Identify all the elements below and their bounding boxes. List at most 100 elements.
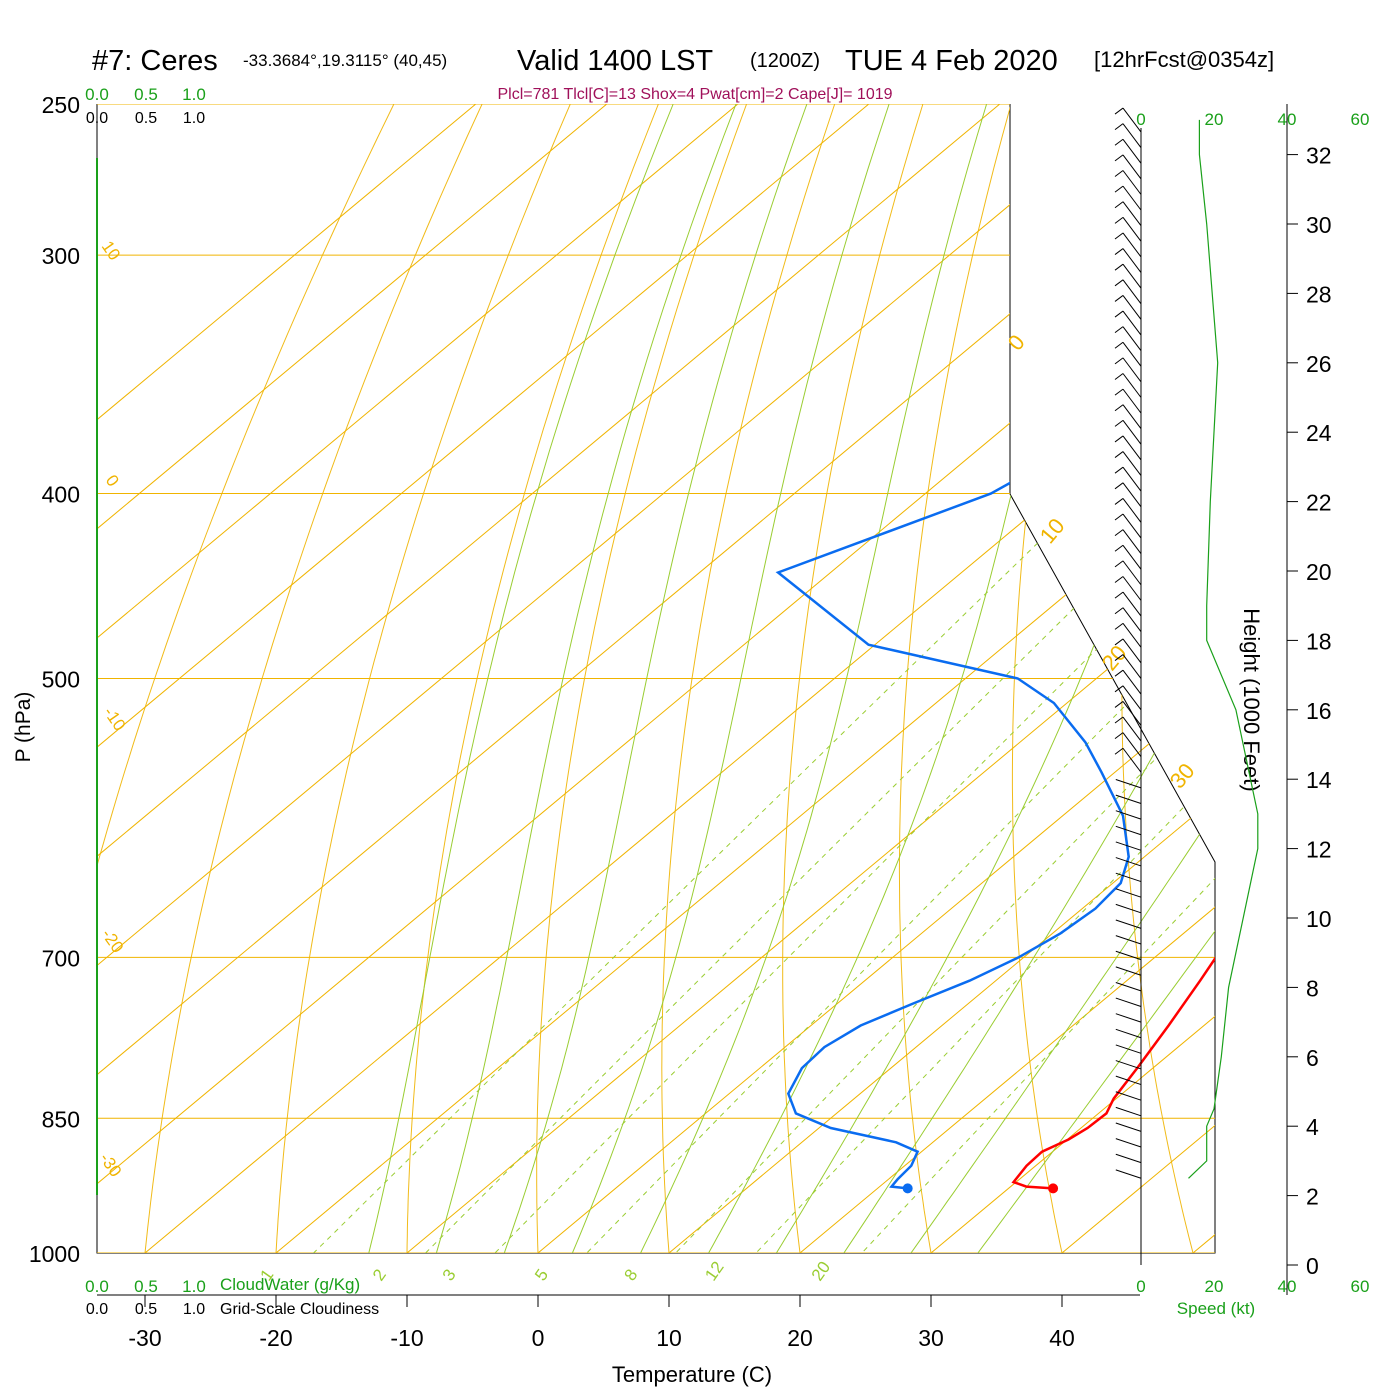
wind-barb [1122,248,1142,273]
isotherm-label: 20 [1097,640,1132,675]
wind-barb [1115,1106,1142,1117]
wind-barb [1115,1153,1142,1164]
wind-barb-flag [1114,701,1124,708]
wind-barb-flag [1114,466,1124,474]
isotherm-line [144,104,1215,1253]
speed-tick-label: 40 [1278,1277,1297,1296]
isotherm-line [97,104,1215,1253]
pressure-tick-label: 400 [42,482,80,508]
wind-barb-flag [1114,216,1124,224]
wind-barb [1122,466,1142,492]
wind-barb-flag [1114,201,1124,209]
wind-barb [1122,232,1142,258]
wind-barb-flag [1114,544,1124,552]
wind-barb [1115,888,1142,898]
moist-adiabat-line [358,104,754,1253]
wind-barb-flag [1114,279,1124,287]
temperature-line [1011,145,1215,1190]
wind-barb-flag [1114,685,1124,693]
isotherm-label: 10 [1035,513,1070,548]
mixing-ratio-label: 8 [620,1266,641,1285]
wind-barb [1115,825,1142,836]
dry-adiabat-line [97,104,490,1253]
height-tick-label: 20 [1306,559,1332,585]
moist-adiabat-line [423,104,813,1253]
height-tick-label: 4 [1306,1114,1319,1140]
height-tick-label: 26 [1306,351,1332,377]
cloudwater-scale-label: 0.5 [134,1277,158,1296]
wind-barb-flag [1114,607,1124,615]
mixing-ratio-line [695,493,1215,1253]
wind-barb [1122,420,1142,445]
height-tick-label: 24 [1306,420,1332,446]
wind-barb-flag [1114,138,1124,146]
wind-barb [1122,185,1142,211]
zulu-time: (1200Z) [750,50,820,72]
surface-temperature-marker [1048,1183,1059,1194]
wind-barb [1122,685,1142,711]
dry-adiabat-label: 10 [98,237,124,263]
wind-barb-flag [1114,373,1124,380]
y2-axis-title: Height (1000 Feet) [1239,608,1264,791]
cloudwater-legend: CloudWater (g/Kg) [220,1275,360,1294]
forecast-info: [12hrFcst@0354z] [1094,47,1274,72]
wind-barb-flag [1114,591,1124,599]
station-name: #7: Ceres [92,45,218,77]
mixing-ratio-label: 12 [701,1258,727,1284]
wind-barb-flag [1114,341,1124,349]
speed-tick-label: 0 [1136,110,1145,129]
speed-tick-label: 60 [1351,1277,1370,1296]
y-axis-title: P (hPa) [12,692,35,763]
wind-barb-flag [1114,310,1124,318]
wind-barb-flag [1114,638,1124,646]
dry-adiabat-line [898,104,1069,1253]
height-tick-label: 10 [1306,906,1332,932]
wind-barb [1122,326,1142,351]
mixing-ratio-line [613,493,1215,1253]
height-tick-label: 16 [1306,698,1332,724]
pressure-tick-label: 500 [42,667,80,693]
wind-barb [1115,841,1142,851]
cloudwater-scale-label: 0.0 [85,85,109,104]
wind-barb [1122,279,1142,305]
wind-barb-flag [1114,576,1124,583]
wind-barb [1115,997,1142,1007]
station-coords: -33.3684°,19.3115° (40,45) [243,51,447,70]
wind-barb [1115,1044,1142,1054]
pressure-tick-label: 700 [42,945,80,971]
height-tick-label: 2 [1306,1184,1319,1210]
speed-tick-label: 40 [1278,110,1297,129]
moist-adiabat-line [620,104,1049,1253]
dry-adiabat-label: 0 [102,471,123,490]
mixing-ratio-label: 3 [439,1266,460,1285]
wind-barb-flag [1114,295,1124,302]
wind-barb-flag [1114,498,1124,505]
background-lines [97,104,1215,1253]
wind-barb [1115,1091,1142,1101]
wind-barb [1115,872,1142,883]
wind-barb [1115,1028,1142,1039]
speed-tick-label: 60 [1351,110,1370,129]
mixing-ratio-line [361,493,1191,1253]
wind-barb [1115,1122,1142,1132]
dry-adiabat-line [782,104,986,1253]
isotherm-line [930,104,1215,1253]
cloudiness-scale-label: 0.0 [86,1301,108,1318]
cloudiness-scale-label: 0.5 [135,1301,157,1318]
dry-adiabat-line [406,104,738,1253]
dry-adiabat-line [661,104,903,1253]
cloudwater-scale-label: 0.5 [134,85,158,104]
speed-axis-title: Speed (kt) [1177,1299,1255,1318]
moist-adiabat-line [816,104,1215,1253]
wind-barb [1115,857,1142,867]
height-tick-label: 22 [1306,490,1332,516]
temperature-tick-label: -20 [259,1325,292,1351]
wind-barb-flag [1114,451,1124,458]
temperature-tick-label: 30 [918,1325,944,1351]
sounding-parameters: Plcl=781 Tlcl[C]=13 Shox=4 Pwat[cm]=2 Ca… [497,86,892,103]
wind-barb [1122,170,1142,195]
wind-barb-flag [1114,326,1124,334]
height-tick-label: 8 [1306,975,1319,1001]
wind-barb [1115,1013,1142,1023]
